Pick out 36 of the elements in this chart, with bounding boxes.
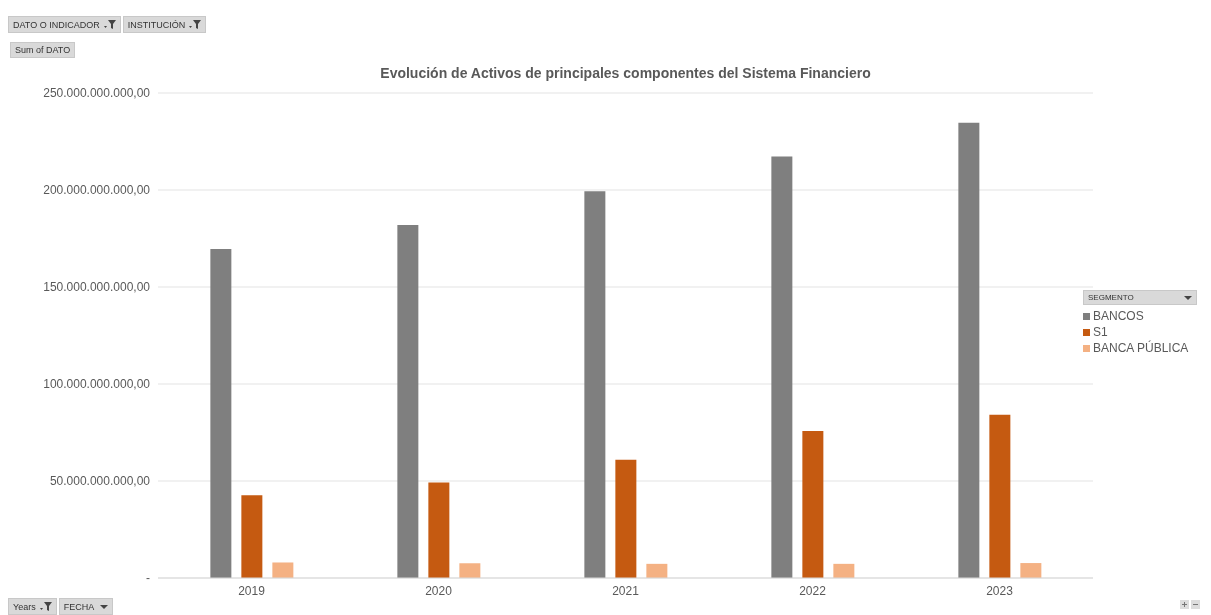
bar <box>958 122 980 578</box>
bar <box>802 430 824 578</box>
bar <box>833 563 855 578</box>
legend-label: S1 <box>1092 324 1109 340</box>
bar <box>989 414 1011 578</box>
y-tick-label: - <box>146 571 150 586</box>
bar <box>459 563 481 578</box>
y-tick-label: 50.000.000.000,00 <box>49 474 151 489</box>
bar <box>646 563 668 578</box>
bar <box>1020 563 1042 578</box>
bar <box>615 459 637 578</box>
bar <box>584 191 606 578</box>
x-tick-label: 2023 <box>986 583 1014 598</box>
y-tick-label: 250.000.000.000,00 <box>43 86 151 101</box>
text: INSTITUCIÓN <box>122 16 207 33</box>
chart-title: Evolución de Activos de principales componentes del Sistema Financiero <box>379 65 872 81</box>
y-tick-label: 150.000.000.000,00 <box>43 280 151 295</box>
text: Years <box>8 598 57 615</box>
legend-label: BANCOS <box>1092 308 1145 324</box>
bar <box>241 495 263 578</box>
bar <box>771 156 793 578</box>
legend-label: BANCA PÚBLICA <box>1092 340 1190 356</box>
field-button: SEGMENTO <box>1083 290 1197 305</box>
bar <box>428 482 450 578</box>
bar <box>210 248 232 578</box>
text: Sum of DATO <box>10 42 76 58</box>
x-tick-label: 2020 <box>425 583 453 598</box>
y-tick-label: 100.000.000.000,00 <box>43 377 151 392</box>
bar <box>272 562 294 578</box>
bar <box>397 224 419 578</box>
y-tick-label: 200.000.000.000,00 <box>43 183 151 198</box>
x-tick-label: 2019 <box>238 583 266 598</box>
x-tick-label: 2021 <box>612 583 640 598</box>
text: FECHA <box>58 598 114 615</box>
x-tick-label: 2022 <box>799 583 827 598</box>
text: DATO O INDICADOR <box>8 16 121 33</box>
